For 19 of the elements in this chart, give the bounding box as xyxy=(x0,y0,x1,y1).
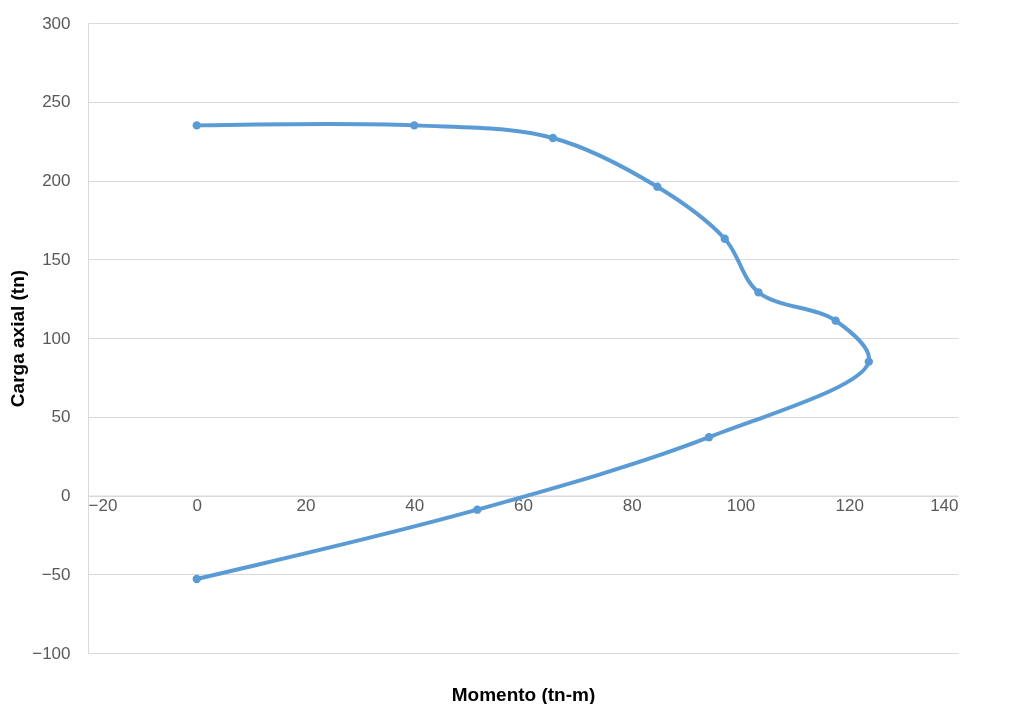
y-tick-label: 150 xyxy=(42,249,71,269)
y-tick-label: 200 xyxy=(42,171,71,190)
x-tick-label: 40 xyxy=(405,496,425,515)
x-axis-title: Momento (tn-m) xyxy=(451,683,596,705)
y-tick-label: 250 xyxy=(42,92,71,112)
x-tick-label: 0 xyxy=(192,496,202,515)
x-tick-label: 140 xyxy=(930,496,959,515)
x-tick-label: −20 xyxy=(88,496,118,515)
x-tick-label: 120 xyxy=(835,496,864,515)
y-tick-label: −100 xyxy=(32,643,71,663)
x-tick-label: 60 xyxy=(514,496,533,515)
x-tick-label: 100 xyxy=(726,496,756,515)
y-axis-title: Carga axial (tn) xyxy=(7,269,29,408)
x-tick-label: 80 xyxy=(622,496,642,515)
y-tick-label: 100 xyxy=(42,328,71,348)
x-tick-label: 20 xyxy=(296,496,316,515)
y-tick-label: −50 xyxy=(41,564,71,584)
y-tick-label: 300 xyxy=(42,13,71,33)
y-tick-label: 50 xyxy=(51,407,71,427)
